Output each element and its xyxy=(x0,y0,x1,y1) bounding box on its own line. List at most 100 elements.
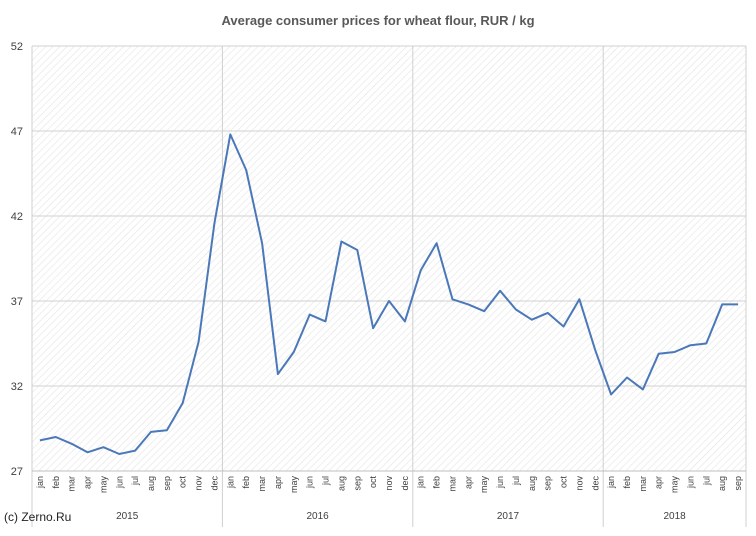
x-tick-label: jul xyxy=(701,476,711,486)
x-tick-label: may xyxy=(98,476,108,494)
x-tick-label: feb xyxy=(622,476,632,489)
data-point xyxy=(578,298,580,300)
data-point xyxy=(689,344,691,346)
data-point xyxy=(674,351,676,353)
x-tick-label: oct xyxy=(559,476,569,489)
x-tick-label: jul xyxy=(321,476,331,486)
x-tick-label: nov xyxy=(574,476,584,491)
x-tick-label: mar xyxy=(67,476,77,492)
data-point xyxy=(293,351,295,353)
x-tick-label: apr xyxy=(654,476,664,489)
data-point xyxy=(71,443,73,445)
data-point xyxy=(277,373,279,375)
data-point xyxy=(150,431,152,433)
source-credit: (c) Zerno.Ru xyxy=(4,510,72,524)
data-point xyxy=(325,320,327,322)
data-point xyxy=(642,388,644,390)
year-label: 2018 xyxy=(663,511,686,522)
y-tick-label: 52 xyxy=(11,41,23,53)
data-point xyxy=(610,394,612,396)
data-point xyxy=(467,303,469,305)
data-point xyxy=(118,453,120,455)
x-tick-label: may xyxy=(670,476,680,494)
x-tick-label: mar xyxy=(257,476,267,492)
x-tick-label: apr xyxy=(83,476,93,489)
x-tick-label: may xyxy=(479,476,489,494)
data-point xyxy=(626,377,628,379)
data-point xyxy=(436,242,438,244)
data-point xyxy=(658,353,660,355)
x-tick-label: nov xyxy=(384,476,394,491)
x-tick-label: oct xyxy=(368,476,378,489)
x-tick-label: jun xyxy=(114,476,124,489)
data-point xyxy=(372,327,374,329)
x-tick-label: jan xyxy=(606,476,616,489)
data-point xyxy=(309,314,311,316)
y-tick-label: 27 xyxy=(11,466,23,478)
x-tick-label: sep xyxy=(162,476,172,491)
x-tick-label: dec xyxy=(590,476,600,491)
x-tick-label: sep xyxy=(733,476,743,491)
y-tick-label: 32 xyxy=(11,381,23,393)
x-tick-label: aug xyxy=(717,476,727,491)
data-point xyxy=(245,169,247,171)
x-tick-label: jan xyxy=(35,476,45,489)
data-point xyxy=(388,300,390,302)
year-label: 2015 xyxy=(116,511,139,522)
data-point xyxy=(531,319,533,321)
y-tick-label: 47 xyxy=(11,126,23,138)
x-tick-label: jun xyxy=(305,476,315,489)
x-tick-label: jul xyxy=(130,476,140,486)
data-point xyxy=(182,402,184,404)
data-point xyxy=(229,133,231,135)
y-tick-label: 37 xyxy=(11,296,23,308)
x-tick-label: nov xyxy=(194,476,204,491)
x-tick-label: aug xyxy=(527,476,537,491)
x-tick-label: jun xyxy=(495,476,505,489)
data-point xyxy=(340,241,342,243)
data-point xyxy=(261,242,263,244)
data-point xyxy=(563,326,565,328)
data-point xyxy=(134,450,136,452)
x-tick-label: feb xyxy=(241,476,251,489)
data-point xyxy=(705,343,707,345)
data-point xyxy=(499,290,501,292)
data-point xyxy=(55,436,57,438)
x-tick-label: apr xyxy=(463,476,473,489)
data-point xyxy=(166,429,168,431)
data-point xyxy=(721,303,723,305)
data-point xyxy=(213,222,215,224)
x-tick-label: aug xyxy=(146,476,156,491)
data-point xyxy=(451,298,453,300)
data-point xyxy=(198,341,200,343)
chart-title: Average consumer prices for wheat flour,… xyxy=(221,13,534,28)
x-tick-label: aug xyxy=(336,476,346,491)
data-point xyxy=(515,309,517,311)
series-line xyxy=(39,133,739,455)
x-tick-label: jun xyxy=(685,476,695,489)
data-point xyxy=(420,269,422,271)
x-tick-label: feb xyxy=(432,476,442,489)
data-point xyxy=(102,446,104,448)
x-tick-label: oct xyxy=(178,476,188,489)
data-point xyxy=(404,320,406,322)
x-tick-label: sep xyxy=(543,476,553,491)
data-point xyxy=(356,249,358,251)
year-label: 2016 xyxy=(306,511,329,522)
year-label: 2017 xyxy=(497,511,520,522)
x-tick-label: jan xyxy=(416,476,426,489)
data-point xyxy=(594,349,596,351)
plot-area xyxy=(32,46,746,471)
x-tick-label: jan xyxy=(225,476,235,489)
data-point xyxy=(39,439,41,441)
x-tick-label: dec xyxy=(400,476,410,491)
x-tick-label: sep xyxy=(352,476,362,491)
x-tick-label: feb xyxy=(51,476,61,489)
x-tick-label: may xyxy=(289,476,299,494)
x-tick-label: dec xyxy=(209,476,219,491)
data-point xyxy=(547,312,549,314)
data-point xyxy=(483,310,485,312)
data-point xyxy=(87,451,89,453)
